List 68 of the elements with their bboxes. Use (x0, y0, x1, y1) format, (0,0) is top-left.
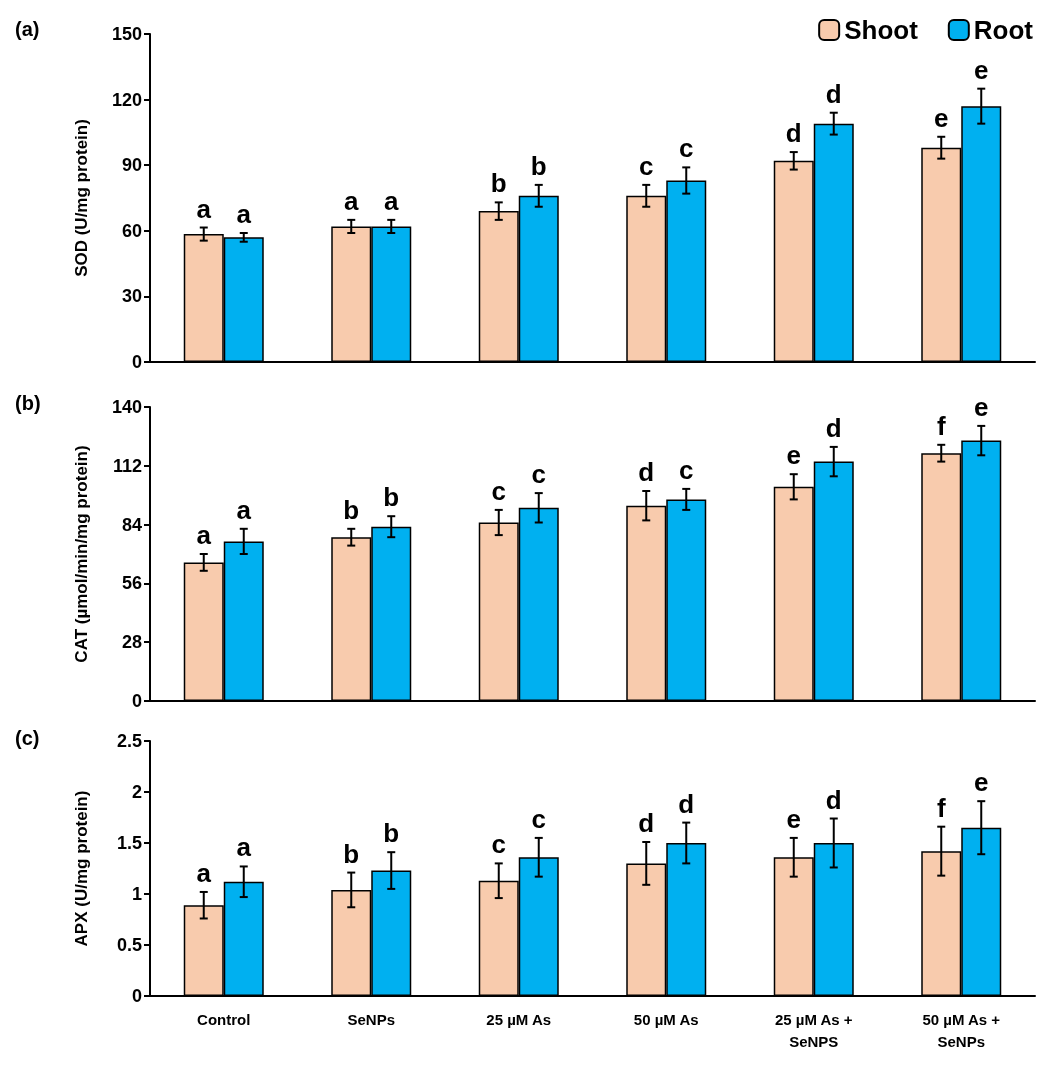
data-label: d (825, 412, 842, 443)
data-label: c (531, 459, 546, 490)
data-label: a (236, 832, 252, 863)
data-label: c (679, 454, 694, 485)
data-label: c (491, 829, 506, 860)
y-tick-label: 120 (111, 89, 142, 110)
x-tick-label: Control (197, 1010, 251, 1028)
y-tick-label: 0 (131, 986, 142, 1006)
data-label: e (934, 102, 949, 133)
data-label: a (384, 185, 400, 216)
x-tick-label: SeNPs (347, 1010, 396, 1028)
y-tick-label: 112 (112, 455, 142, 476)
data-label: d (785, 118, 802, 149)
data-label: c (639, 150, 654, 181)
data-label: a (344, 185, 360, 216)
data-label: d (638, 457, 655, 487)
y-axis-title: CAT (µmol/min/mg protein) (71, 445, 91, 663)
chart-title: (c) (15, 727, 40, 749)
y-tick-label: 84 (121, 514, 142, 535)
legend-label: Shoot (844, 15, 919, 45)
data-label: e (974, 391, 989, 422)
data-label: a (196, 193, 212, 224)
data-label: f (936, 410, 946, 441)
data-label: a (196, 520, 212, 550)
y-tick-label: 140 (111, 397, 142, 417)
y-tick-label: 0 (131, 691, 142, 711)
y-tick-label: 90 (121, 155, 142, 176)
data-label: e (786, 803, 801, 834)
y-tick-label: 150 (111, 24, 142, 44)
y-tick-label: 2.5 (116, 731, 142, 751)
data-label: c (491, 475, 506, 506)
data-label: c (531, 803, 546, 834)
x-tick-label: 25 µM As + SeNPS (774, 1010, 853, 1050)
y-tick-label: 56 (121, 573, 142, 594)
y-tick-label: 2 (131, 782, 142, 802)
y-tick-label: 1.5 (116, 833, 142, 853)
data-label: b (343, 494, 360, 525)
data-label: d (825, 784, 842, 815)
x-tick-label: 50 µM As (633, 1010, 699, 1028)
x-tick-label: 50 µM As + SeNPs (922, 1010, 1001, 1050)
y-axis-title: SOD (U/mg protein) (71, 119, 91, 277)
data-label: b (343, 838, 360, 869)
chart-title: (a) (15, 18, 40, 40)
data-label: b (383, 818, 400, 849)
y-tick-label: 28 (121, 632, 142, 653)
x-tick-label: 25 µM As (486, 1010, 552, 1028)
y-tick-label: 30 (121, 286, 142, 307)
data-label: c (679, 133, 694, 164)
data-label: f (936, 792, 946, 823)
data-label: e (974, 54, 989, 85)
data-label: d (678, 788, 695, 819)
y-tick-label: 1 (131, 884, 142, 904)
y-tick-label: 60 (121, 220, 142, 241)
data-label: d (638, 807, 655, 838)
data-label: e (974, 767, 989, 798)
data-label: e (786, 440, 801, 471)
y-tick-label: 0 (131, 352, 142, 372)
legend-label: Root (973, 15, 1034, 45)
data-label: a (236, 198, 252, 229)
data-label: a (236, 494, 252, 525)
data-label: b (383, 482, 400, 513)
y-axis-title: APX (U/mg protein) (71, 790, 91, 947)
y-tick-label: 0.5 (116, 935, 142, 955)
data-label: a (196, 857, 212, 888)
data-label: d (825, 78, 842, 109)
data-label: b (530, 150, 547, 181)
data-label: b (490, 168, 507, 199)
chart-title: (b) (15, 392, 41, 414)
